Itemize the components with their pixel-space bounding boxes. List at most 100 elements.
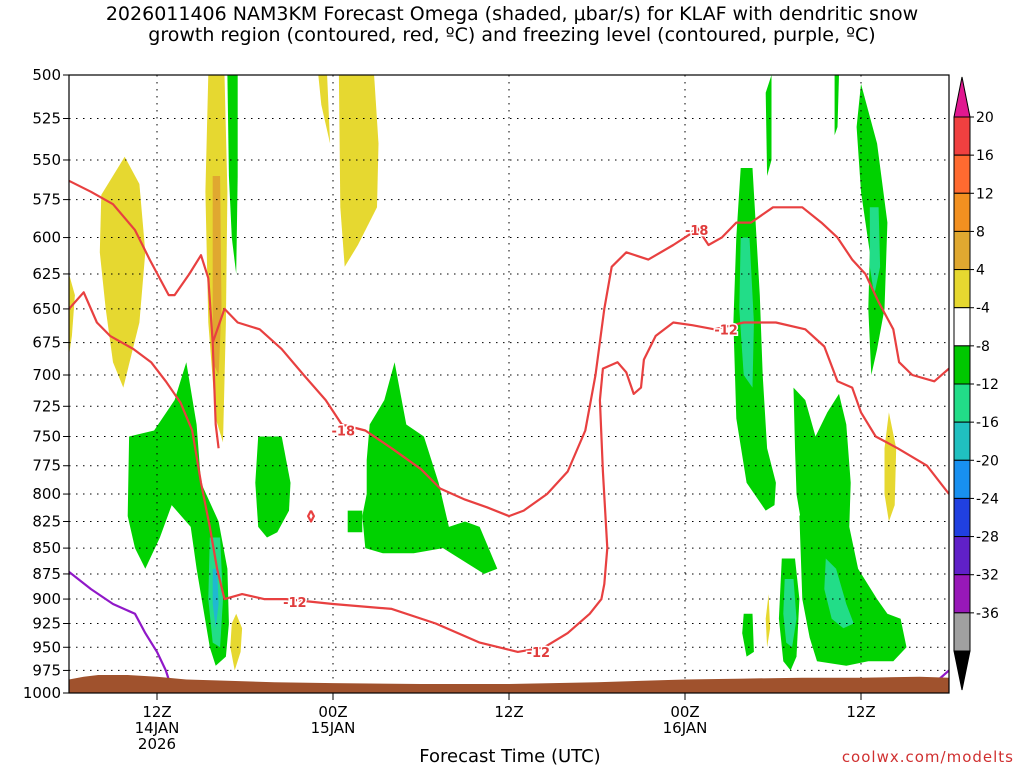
y-tick-label-750: 750 [32, 428, 61, 446]
title-line-2: growth region (contoured, red, ºC) and f… [148, 24, 876, 46]
x-tick-label-0-2: 2026 [138, 735, 176, 753]
contour-label-1: -18 [685, 224, 709, 239]
colorbar-label-3: 8 [976, 224, 985, 240]
omega-region-13 [255, 436, 291, 538]
title-line-1: 2026011406 NAM3KM Forecast Omega (shaded… [105, 3, 919, 25]
y-tick-label-675: 675 [32, 334, 61, 352]
omega-region-18 [765, 75, 772, 176]
omega-region-20 [824, 558, 854, 629]
y-tick-label-900: 900 [32, 590, 61, 608]
omega-region-15 [347, 510, 363, 533]
colorbar-label-2: 12 [976, 186, 994, 202]
terrain-fill [69, 675, 949, 693]
contour-3 [307, 510, 315, 523]
y-tick-label-825: 825 [32, 512, 61, 530]
x-tick-label-2-0: 12Z [494, 703, 523, 721]
y-tick-label-625: 625 [32, 265, 61, 283]
omega-region-26 [834, 75, 839, 136]
y-tick-label-550: 550 [32, 151, 61, 169]
omega-region-17 [739, 237, 754, 388]
terrain-surface [69, 675, 949, 693]
colorbar-label-9: -20 [976, 453, 999, 469]
contour-lines [69, 179, 949, 693]
omega-region-1 [69, 274, 75, 356]
contour-label-3: -12 [283, 596, 307, 611]
colorbar-swatch-9 [953, 459, 971, 499]
omega-region-6 [230, 613, 243, 671]
colorbar: 20 16 12 8 4 -4 -8 -12 -16 -20 -24 -28 -32 -36 [953, 76, 999, 691]
grid-lines [69, 75, 949, 693]
colorbar-label-11: -28 [976, 530, 999, 546]
contour-1 [69, 291, 949, 653]
colorbar-swatch-10 [953, 497, 971, 538]
colorbar-label-13: -36 [976, 606, 999, 622]
y-tick-label-500: 500 [32, 66, 61, 84]
x-tick-label-4-0: 12Z [846, 703, 875, 721]
pressure-axis: 500 525 550 575 600 625 650 675 700 725 750 775 800 8… [23, 66, 69, 702]
colorbar-swatch-7 [953, 383, 971, 423]
colorbar-top-arrow [953, 76, 971, 118]
colorbar-swatch-4 [953, 269, 971, 309]
y-tick-label-1000: 1000 [23, 684, 61, 702]
y-tick-label-800: 800 [32, 485, 61, 503]
y-tick-label-575: 575 [32, 191, 61, 209]
colorbar-label-0: 20 [976, 110, 994, 126]
colorbar-swatch-3 [953, 230, 971, 271]
colorbar-swatch-13 [953, 612, 971, 652]
colorbar-swatch-11 [953, 536, 971, 576]
x-tick-label-0-1: 14JAN [135, 719, 180, 737]
colorbar-label-1: 16 [976, 148, 994, 164]
colorbar-label-7: -12 [976, 377, 999, 393]
y-tick-label-925: 925 [32, 614, 61, 632]
colorbar-swatch-8 [953, 421, 971, 461]
omega-region-0 [99, 156, 146, 388]
omega-region-9 [227, 75, 238, 274]
colorbar-swatch-6 [953, 345, 971, 385]
y-tick-label-975: 975 [32, 661, 61, 679]
colorbar-swatch-1 [953, 154, 971, 194]
omega-region-14 [362, 362, 498, 574]
omega-region-10 [127, 362, 229, 666]
chart-title: 2026011406 NAM3KM Forecast Omega (shaded… [0, 4, 1024, 46]
omega-region-12 [212, 568, 219, 629]
contour-label-2: -12 [714, 323, 738, 338]
omega-region-7 [884, 412, 897, 522]
y-tick-label-725: 725 [32, 397, 61, 415]
y-tick-label-875: 875 [32, 565, 61, 583]
contour-4 [69, 571, 175, 693]
x-tick-label-0-0: 12Z [142, 703, 171, 721]
contour-label-4: -12 [527, 646, 551, 661]
y-tick-label-650: 650 [32, 300, 61, 318]
y-tick-label-775: 775 [32, 457, 61, 475]
y-tick-label-600: 600 [32, 229, 61, 247]
credit-text: coolwx.com/modelts [841, 748, 1014, 766]
colorbar-label-8: -16 [976, 415, 999, 431]
omega-region-22 [783, 579, 797, 648]
y-tick-label-700: 700 [32, 366, 61, 384]
omega-region-5 [338, 75, 379, 267]
colorbar-swatch-12 [953, 574, 971, 614]
colorbar-swatch-2 [953, 192, 971, 232]
omega-region-25 [869, 207, 881, 296]
omega-region-4 [318, 75, 331, 144]
colorbar-label-12: -32 [976, 568, 999, 584]
x-tick-label-3-1: 16JAN [663, 719, 708, 737]
x-axis-label: Forecast Time (UTC) [419, 746, 601, 767]
colorbar-swatch-0 [953, 116, 971, 156]
x-tick-label-1-1: 15JAN [311, 719, 356, 737]
colorbar-label-10: -24 [976, 491, 999, 507]
colorbar-bottom-arrow [953, 650, 971, 691]
omega-region-23 [742, 613, 754, 657]
contour-label-0: -18 [332, 425, 356, 440]
colorbar-label-4: 4 [976, 263, 985, 279]
colorbar-swatch-5 [953, 307, 971, 347]
omega-region-19 [793, 387, 907, 666]
y-tick-label-950: 950 [32, 638, 61, 656]
x-tick-label-1-0: 00Z [318, 703, 347, 721]
omega-region-8 [765, 594, 771, 648]
colorbar-label-6: -8 [976, 339, 990, 355]
y-tick-label-525: 525 [32, 110, 61, 128]
y-tick-label-850: 850 [32, 539, 61, 557]
